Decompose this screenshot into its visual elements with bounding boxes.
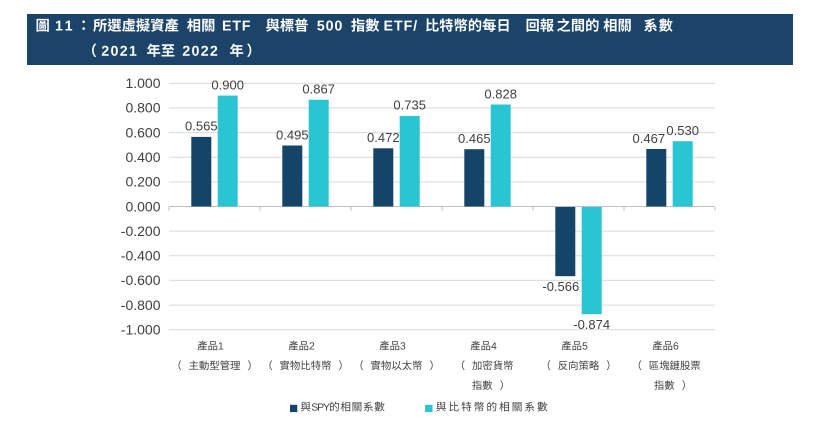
svg-text:0.828: 0.828 xyxy=(484,86,517,101)
svg-text:-0.600: -0.600 xyxy=(121,272,161,288)
svg-text:0.400: 0.400 xyxy=(125,149,160,165)
svg-text:-0.400: -0.400 xyxy=(121,248,161,264)
svg-text:0.467: 0.467 xyxy=(633,131,666,146)
svg-text:0.495: 0.495 xyxy=(276,127,309,142)
svg-text:0.530: 0.530 xyxy=(666,123,699,138)
svg-text:0.565: 0.565 xyxy=(185,119,218,134)
svg-text:0.735: 0.735 xyxy=(393,98,426,113)
svg-text:-1.000: -1.000 xyxy=(121,322,161,338)
svg-text:-0.874: -0.874 xyxy=(573,317,610,332)
svg-text:0.200: 0.200 xyxy=(125,174,160,190)
svg-text:0.472: 0.472 xyxy=(367,130,400,145)
svg-text:1.000: 1.000 xyxy=(125,75,160,91)
svg-text:0.600: 0.600 xyxy=(125,124,160,140)
svg-text:0.800: 0.800 xyxy=(125,100,160,116)
svg-text:0.867: 0.867 xyxy=(302,81,335,96)
svg-text:-0.566: -0.566 xyxy=(542,279,579,294)
svg-text:-0.200: -0.200 xyxy=(121,223,161,239)
svg-text:-0.800: -0.800 xyxy=(121,297,161,313)
svg-text:0.900: 0.900 xyxy=(211,77,244,92)
svg-text:0.465: 0.465 xyxy=(458,131,491,146)
svg-text:0.000: 0.000 xyxy=(125,198,160,214)
